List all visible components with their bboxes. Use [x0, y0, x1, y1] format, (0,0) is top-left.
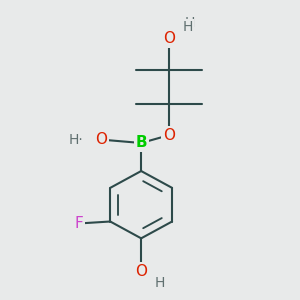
Text: H: H	[184, 16, 195, 30]
Text: O: O	[163, 128, 175, 142]
Text: H·: H·	[68, 133, 83, 147]
Text: O: O	[95, 132, 107, 147]
Text: H: H	[182, 20, 193, 34]
Text: B: B	[135, 136, 147, 151]
Text: F: F	[74, 216, 83, 231]
Text: O: O	[135, 264, 147, 279]
Text: H: H	[154, 276, 165, 289]
Text: H: H	[70, 133, 80, 147]
Text: O: O	[163, 31, 175, 46]
Text: H: H	[155, 275, 166, 289]
